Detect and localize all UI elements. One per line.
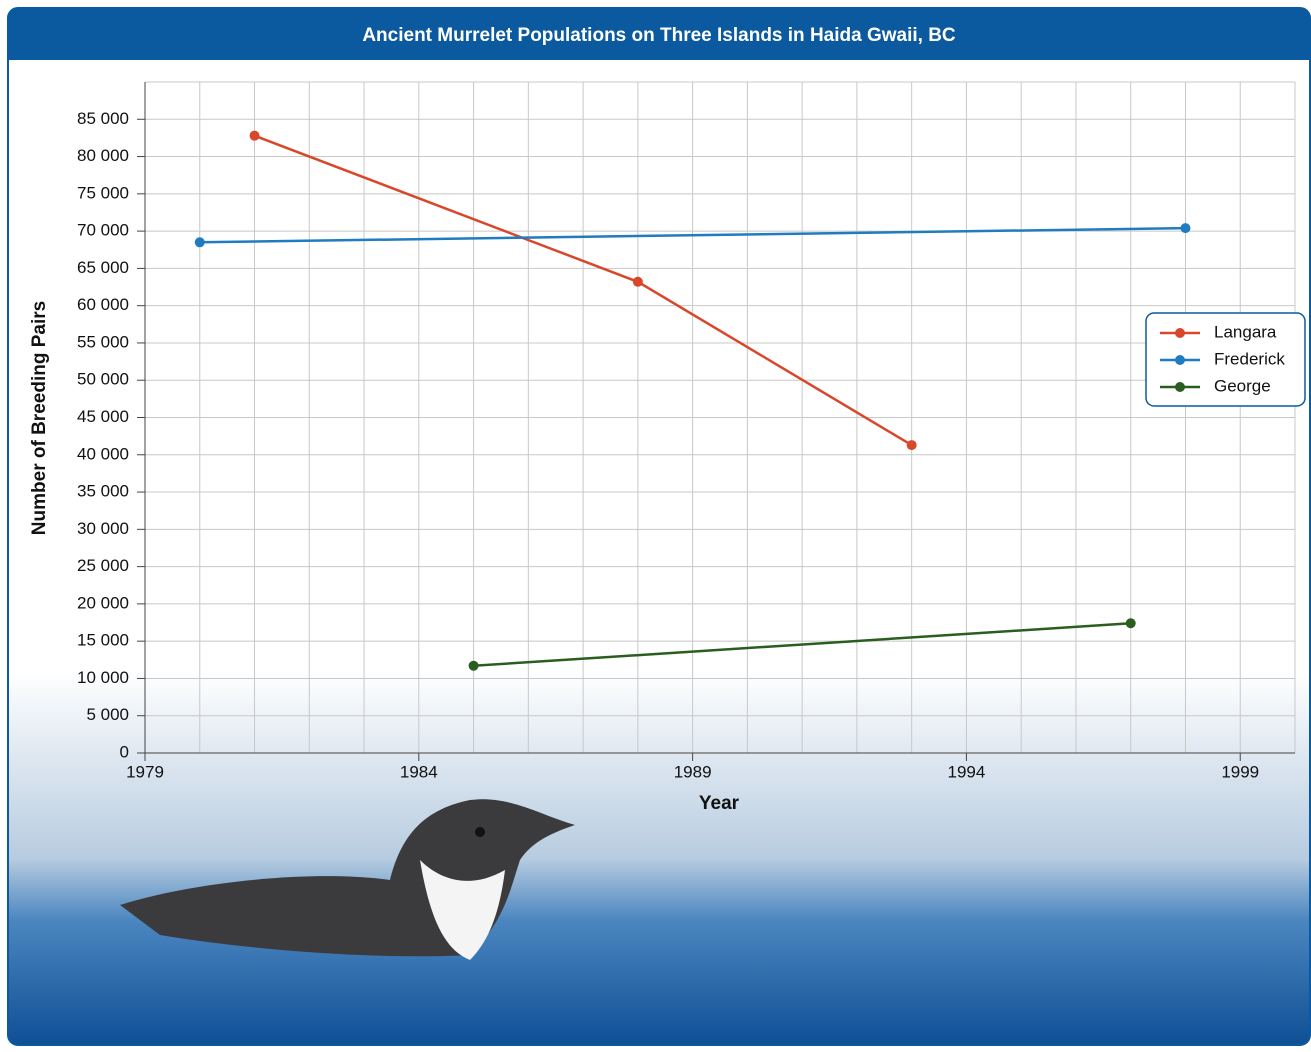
y-tick-label: 50 000 bbox=[77, 370, 129, 389]
chart-title: Ancient Murrelet Populations on Three Is… bbox=[362, 25, 956, 46]
x-tick-label: 1989 bbox=[674, 762, 712, 781]
x-axis-title: Year bbox=[699, 793, 740, 814]
y-tick-label: 75 000 bbox=[77, 183, 129, 202]
y-tick-label: 0 bbox=[120, 742, 129, 761]
y-tick-label: 20 000 bbox=[77, 593, 129, 612]
series-line bbox=[199, 226, 1186, 244]
y-axis-title: Number of Breeding Pairs bbox=[29, 301, 50, 535]
x-tick-label: 1999 bbox=[1221, 762, 1259, 781]
legend-label: Frederick bbox=[1214, 349, 1285, 368]
data-point bbox=[468, 660, 479, 671]
data-point bbox=[1125, 618, 1136, 629]
y-tick-label: 70 000 bbox=[77, 221, 129, 240]
legend-label: George bbox=[1214, 376, 1271, 395]
legend-box bbox=[1145, 312, 1306, 407]
data-point bbox=[632, 276, 643, 287]
y-tick-label: 45 000 bbox=[77, 407, 129, 426]
y-tick-label: 60 000 bbox=[77, 295, 129, 314]
y-tick-label: 85 000 bbox=[77, 109, 129, 128]
y-tick-label: 25 000 bbox=[77, 556, 129, 575]
y-tick-label: 55 000 bbox=[77, 332, 129, 351]
y-tick-label: 5 000 bbox=[86, 705, 129, 724]
legend: Langara Frederick George bbox=[1145, 312, 1306, 407]
data-point bbox=[906, 440, 917, 451]
legend-marker bbox=[1175, 382, 1185, 392]
data-point bbox=[194, 237, 205, 248]
series-line bbox=[473, 622, 1131, 668]
bird bbox=[120, 799, 575, 960]
y-tick-label: 15 000 bbox=[77, 631, 129, 650]
y-tick-label: 30 000 bbox=[77, 519, 129, 538]
y-tick-label: 65 000 bbox=[77, 258, 129, 277]
header-bar bbox=[8, 8, 1310, 60]
x-tick-label: 1979 bbox=[126, 762, 164, 781]
legend-marker bbox=[1175, 355, 1185, 365]
y-tick-label: 40 000 bbox=[77, 444, 129, 463]
y-tick-label: 35 000 bbox=[77, 482, 129, 501]
legend-label: Langara bbox=[1214, 322, 1277, 341]
x-tick-label: 1994 bbox=[948, 762, 986, 781]
y-tick-label: 80 000 bbox=[77, 146, 129, 165]
x-tick-label: 1984 bbox=[400, 762, 438, 781]
data-point bbox=[1180, 223, 1191, 234]
legend-marker bbox=[1175, 328, 1185, 338]
y-tick-label: 10 000 bbox=[77, 668, 129, 687]
data-point bbox=[249, 130, 260, 141]
